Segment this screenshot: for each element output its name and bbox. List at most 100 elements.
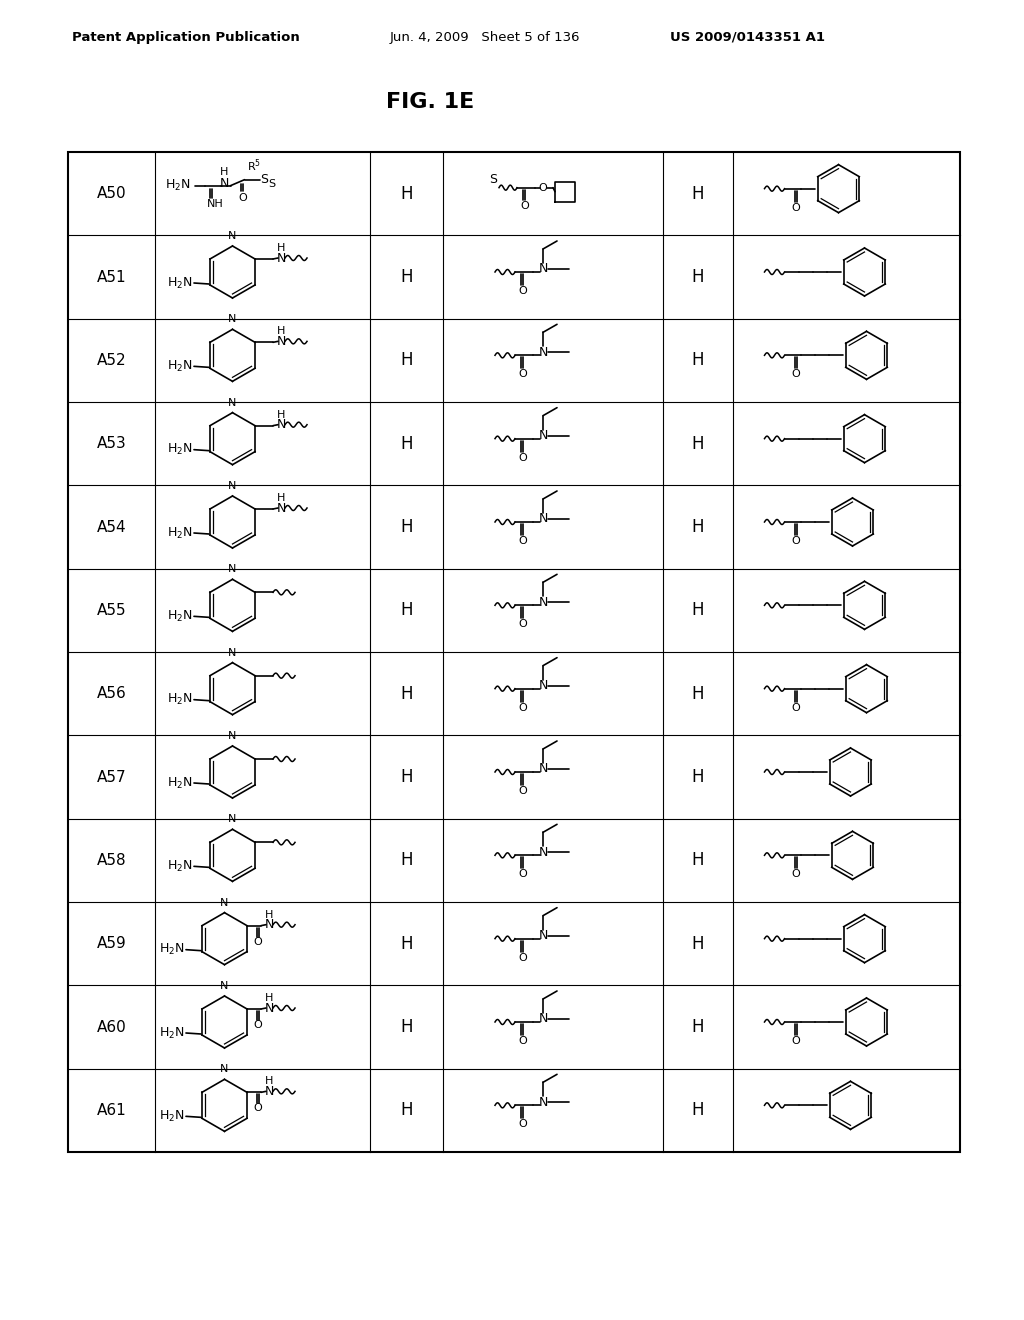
Text: H: H bbox=[400, 1018, 413, 1036]
Text: H$_2$N: H$_2$N bbox=[167, 442, 193, 457]
Text: H: H bbox=[400, 851, 413, 870]
Text: N: N bbox=[264, 919, 273, 931]
Text: H: H bbox=[400, 602, 413, 619]
Text: N: N bbox=[228, 731, 237, 741]
Text: N: N bbox=[228, 397, 237, 408]
Text: H: H bbox=[692, 268, 705, 286]
Text: H$_2$N: H$_2$N bbox=[167, 525, 193, 541]
Text: O: O bbox=[792, 203, 800, 213]
Text: A56: A56 bbox=[97, 686, 127, 701]
Text: A60: A60 bbox=[97, 1019, 127, 1035]
Text: N: N bbox=[228, 814, 237, 824]
Text: H$_2$N: H$_2$N bbox=[159, 1026, 184, 1040]
Text: N: N bbox=[228, 565, 237, 574]
Text: N: N bbox=[276, 502, 286, 515]
Text: R$^5$: R$^5$ bbox=[248, 157, 261, 174]
Text: O: O bbox=[239, 193, 247, 203]
Text: H$_2$N: H$_2$N bbox=[167, 859, 193, 874]
Text: O: O bbox=[792, 370, 800, 379]
Text: H: H bbox=[276, 243, 286, 253]
Text: N: N bbox=[276, 418, 286, 432]
Text: N: N bbox=[539, 929, 548, 942]
Text: H: H bbox=[692, 851, 705, 870]
Text: N: N bbox=[220, 177, 229, 190]
Text: H$_2$N: H$_2$N bbox=[159, 942, 184, 957]
Text: N: N bbox=[539, 512, 548, 525]
Text: H: H bbox=[265, 909, 273, 920]
Text: H: H bbox=[692, 351, 705, 370]
Text: O: O bbox=[792, 536, 800, 546]
Text: H: H bbox=[400, 685, 413, 702]
Text: O: O bbox=[254, 937, 262, 946]
Text: N: N bbox=[264, 1085, 273, 1098]
Text: H: H bbox=[692, 768, 705, 785]
Text: N: N bbox=[276, 335, 286, 348]
Text: N: N bbox=[228, 480, 237, 491]
Text: A58: A58 bbox=[97, 853, 127, 867]
Bar bbox=[68, 152, 961, 1152]
Text: A54: A54 bbox=[97, 520, 127, 535]
Text: H: H bbox=[692, 1018, 705, 1036]
Text: FIG. 1E: FIG. 1E bbox=[386, 92, 474, 112]
Text: H$_2$N: H$_2$N bbox=[167, 692, 193, 708]
Text: H$_2$N: H$_2$N bbox=[167, 775, 193, 791]
Text: O: O bbox=[518, 785, 527, 796]
Text: H: H bbox=[400, 935, 413, 953]
Text: A51: A51 bbox=[97, 269, 127, 285]
Text: Jun. 4, 2009   Sheet 5 of 136: Jun. 4, 2009 Sheet 5 of 136 bbox=[390, 30, 581, 44]
Text: O: O bbox=[518, 870, 527, 879]
Text: O: O bbox=[539, 182, 548, 193]
Text: O: O bbox=[518, 953, 527, 962]
Text: H: H bbox=[220, 166, 228, 177]
Text: H: H bbox=[400, 768, 413, 785]
Text: H: H bbox=[400, 351, 413, 370]
Text: N: N bbox=[220, 898, 228, 908]
Text: S: S bbox=[489, 173, 497, 186]
Text: H$_2$N: H$_2$N bbox=[159, 1109, 184, 1123]
Text: A55: A55 bbox=[97, 603, 127, 618]
Text: H: H bbox=[276, 326, 286, 337]
Text: H: H bbox=[400, 434, 413, 453]
Text: O: O bbox=[518, 286, 527, 296]
Text: S: S bbox=[268, 178, 275, 189]
Text: O: O bbox=[518, 702, 527, 713]
Text: H$_2$N: H$_2$N bbox=[167, 276, 193, 290]
Text: H: H bbox=[400, 1101, 413, 1119]
Text: O: O bbox=[518, 1036, 527, 1045]
Text: H: H bbox=[265, 993, 273, 1003]
Text: H: H bbox=[692, 685, 705, 702]
Text: N: N bbox=[539, 429, 548, 442]
Text: H$_2$N: H$_2$N bbox=[167, 609, 193, 624]
Text: H: H bbox=[692, 517, 705, 536]
Text: O: O bbox=[792, 1036, 800, 1045]
Text: N: N bbox=[539, 1096, 548, 1109]
Text: O: O bbox=[792, 870, 800, 879]
Text: O: O bbox=[518, 1119, 527, 1130]
Text: H$_2$N: H$_2$N bbox=[165, 178, 190, 193]
Text: A61: A61 bbox=[97, 1102, 127, 1118]
Text: N: N bbox=[220, 981, 228, 991]
Text: H: H bbox=[265, 1076, 273, 1086]
Text: H: H bbox=[400, 268, 413, 286]
Text: A53: A53 bbox=[97, 436, 127, 451]
Text: H: H bbox=[276, 409, 286, 420]
Text: N: N bbox=[228, 648, 237, 657]
Text: N: N bbox=[228, 231, 237, 242]
Text: O: O bbox=[254, 1104, 262, 1113]
Text: N: N bbox=[220, 1064, 228, 1074]
Text: S: S bbox=[260, 173, 268, 186]
Text: H: H bbox=[692, 434, 705, 453]
Text: N: N bbox=[264, 1002, 273, 1015]
Text: H: H bbox=[400, 517, 413, 536]
Text: N: N bbox=[539, 1012, 548, 1026]
Text: O: O bbox=[518, 453, 527, 463]
Text: H: H bbox=[692, 935, 705, 953]
Text: O: O bbox=[792, 702, 800, 713]
Text: O: O bbox=[518, 619, 527, 630]
Text: N: N bbox=[539, 595, 548, 609]
Text: NH: NH bbox=[207, 199, 224, 209]
Text: H: H bbox=[692, 602, 705, 619]
Text: H: H bbox=[400, 185, 413, 203]
Text: H: H bbox=[692, 1101, 705, 1119]
Text: O: O bbox=[254, 1020, 262, 1030]
